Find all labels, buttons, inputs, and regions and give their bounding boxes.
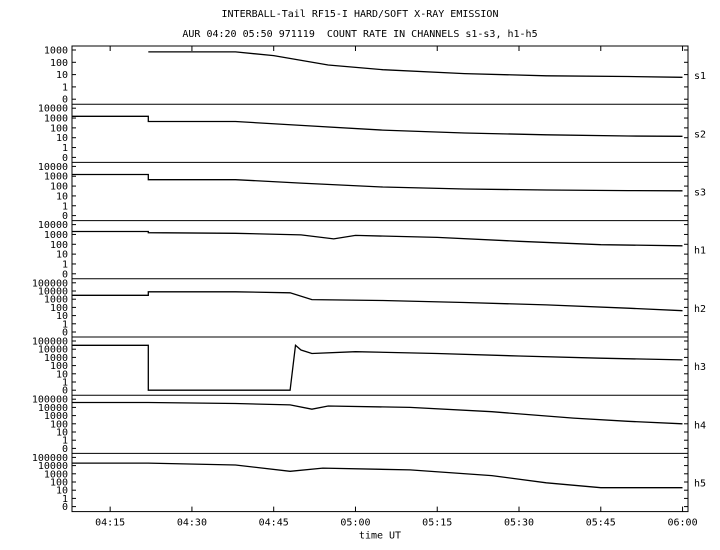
y-tick-label: 10000 (38, 461, 68, 472)
panel-label-h5: h5 (694, 479, 706, 490)
panel-label-s1: s1 (694, 71, 706, 82)
x-tick-label: 04:45 (259, 518, 289, 529)
y-tick-label: 10000 (38, 104, 68, 115)
y-tick-label: 100 (50, 123, 68, 134)
y-tick-label: 1000 (44, 295, 68, 306)
x-tick-label: 06:00 (667, 518, 697, 529)
series-line-h2 (72, 291, 683, 312)
y-tick-label: 1000 (44, 114, 68, 125)
x-tick-label: 05:15 (422, 518, 452, 529)
y-tick-label: 100 (50, 419, 68, 430)
y-tick-label: 10000 (38, 287, 68, 298)
series-line-h3 (72, 344, 683, 391)
y-tick-label: 1 (62, 259, 68, 270)
y-tick-label: 0 (62, 211, 68, 222)
series-line-s2 (72, 115, 683, 137)
y-tick-label: 100000 (32, 278, 68, 289)
y-tick-label: 10 (56, 191, 68, 202)
x-tick-label: 05:30 (504, 518, 534, 529)
y-tick-label: 100 (50, 182, 68, 193)
series-line-h4 (72, 401, 683, 425)
y-tick-label: 1000 (44, 46, 68, 57)
panel-label-h4: h4 (694, 420, 706, 431)
y-tick-label: 1 (62, 143, 68, 154)
series-line-h1 (72, 230, 683, 247)
y-tick-label: 1000 (44, 230, 68, 241)
y-tick-label: 100000 (32, 453, 68, 464)
y-tick-label: 100 (50, 478, 68, 489)
y-tick-label: 100 (50, 58, 68, 69)
y-tick-label: 0 (62, 328, 68, 339)
x-axis-label: time UT (359, 531, 401, 542)
y-tick-label: 10000 (38, 220, 68, 231)
y-tick-label: 0 (62, 153, 68, 164)
y-tick-label: 100000 (32, 337, 68, 348)
y-tick-label: 1 (62, 201, 68, 212)
y-tick-label: 10 (56, 70, 68, 81)
y-tick-label: 1000 (44, 411, 68, 422)
y-tick-label: 10000 (38, 403, 68, 414)
y-tick-label: 10 (56, 428, 68, 439)
y-tick-label: 1000 (44, 469, 68, 480)
y-tick-label: 10000 (38, 162, 68, 173)
series-line-s1 (148, 51, 683, 78)
chart-subtitle: AUR 04:20 05:50 971119 COUNT RATE IN CHA… (182, 29, 538, 40)
series-line-h5 (72, 462, 683, 489)
y-tick-label: 1 (62, 82, 68, 93)
panel-label-s2: s2 (694, 129, 706, 140)
y-tick-label: 1000 (44, 172, 68, 183)
y-tick-label: 0 (62, 269, 68, 280)
panel-label-h2: h2 (694, 304, 706, 315)
y-tick-label: 0 (62, 386, 68, 397)
chart-title: INTERBALL-Tail RF15-I HARD/SOFT X-RAY EM… (221, 9, 499, 20)
series-line-s3 (72, 173, 683, 192)
panel-label-h3: h3 (694, 362, 706, 373)
y-tick-label: 100 (50, 240, 68, 251)
y-tick-label: 100000 (32, 395, 68, 406)
y-tick-label: 10 (56, 486, 68, 497)
y-tick-label: 10 (56, 133, 68, 144)
y-tick-label: 1 (62, 436, 68, 447)
y-tick-label: 10 (56, 250, 68, 261)
x-tick-label: 05:00 (340, 518, 370, 529)
y-tick-label: 0 (62, 95, 68, 106)
y-tick-label: 0 (62, 502, 68, 513)
y-tick-label: 100 (50, 303, 68, 314)
x-tick-label: 04:30 (177, 518, 207, 529)
y-tick-label: 1 (62, 319, 68, 330)
y-tick-label: 10 (56, 369, 68, 380)
x-tick-label: 05:45 (586, 518, 616, 529)
panel-label-s3: s3 (694, 188, 706, 199)
y-tick-label: 1 (62, 378, 68, 389)
y-tick-label: 1000 (44, 353, 68, 364)
x-tick-label: 04:15 (95, 518, 125, 529)
y-tick-label: 1 (62, 494, 68, 505)
y-tick-label: 0 (62, 444, 68, 455)
y-tick-label: 10000 (38, 345, 68, 356)
panel-label-h1: h1 (694, 246, 706, 257)
y-tick-label: 100 (50, 361, 68, 372)
y-tick-label: 10 (56, 311, 68, 322)
